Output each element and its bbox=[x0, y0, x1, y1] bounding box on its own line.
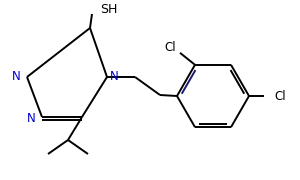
Text: SH: SH bbox=[100, 3, 117, 15]
Text: N: N bbox=[12, 69, 21, 82]
Text: Cl: Cl bbox=[164, 41, 176, 54]
Text: N: N bbox=[27, 111, 36, 125]
Text: Cl: Cl bbox=[274, 89, 286, 102]
Text: N: N bbox=[110, 69, 119, 82]
